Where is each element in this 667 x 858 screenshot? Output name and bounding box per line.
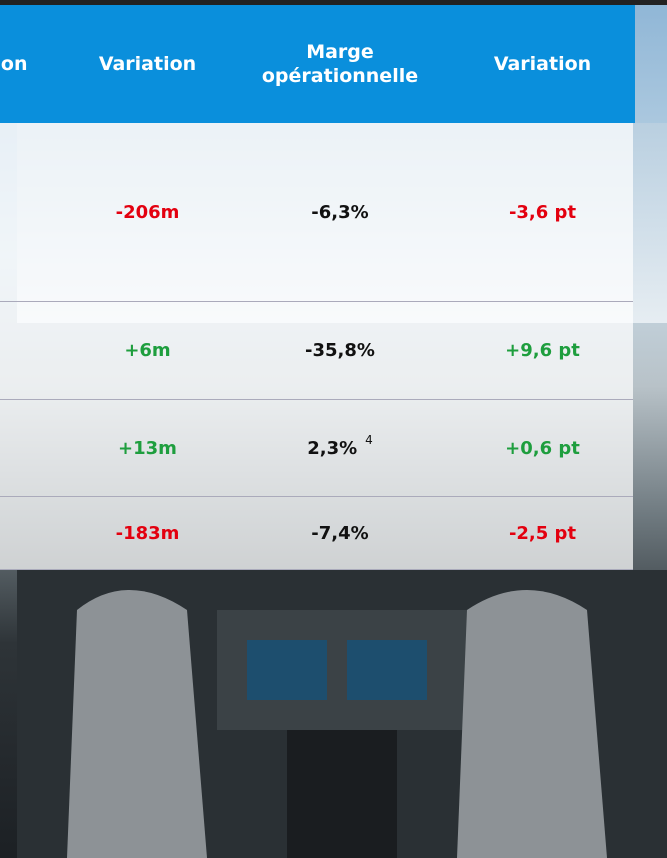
variation: -206m [80, 123, 215, 301]
cockpit-photo [17, 570, 667, 858]
margin-variation: +0,6 pt [470, 400, 615, 496]
margin-value: -35,8% [305, 340, 375, 361]
margin-value: -6,3% [311, 202, 368, 223]
table-row: -206m -6,3% -3,6 pt [0, 123, 633, 302]
margin-variation: +9,6 pt [470, 302, 615, 399]
header-cell: Marge opérationnelle [255, 5, 425, 123]
margin-value: 2,3% [307, 438, 357, 459]
margin: -35,8% [255, 302, 425, 399]
margin: -7,4% [255, 497, 425, 569]
header-cell: Variation [80, 5, 215, 123]
margin-variation: -3,6 pt [470, 123, 615, 301]
margin: -6,3% [255, 123, 425, 301]
header-cell: ation [0, 5, 60, 123]
margin: 2,3% 4 [255, 400, 425, 496]
margin-value: -7,4% [311, 523, 368, 544]
variation: +6m [80, 302, 215, 399]
table-row: +6m -35,8% +9,6 pt [0, 302, 633, 400]
table-row: -183m -7,4% -2,5 pt [0, 497, 633, 570]
table-header: ation Variation Marge opérationnelle Variat… [0, 5, 635, 123]
footnote: 4 [365, 433, 373, 447]
table-body: -206m -6,3% -3,6 pt +6m -35,8% +9,6 pt +13m 2,3… [0, 123, 633, 570]
variation: +13m [80, 400, 215, 496]
page: ation Variation Marge opérationnelle Variat… [0, 0, 667, 858]
variation: -183m [80, 497, 215, 569]
header-cell: Variation [470, 5, 615, 123]
table-row: +13m 2,3% 4 +0,6 pt [0, 400, 633, 497]
margin-variation: -2,5 pt [470, 497, 615, 569]
